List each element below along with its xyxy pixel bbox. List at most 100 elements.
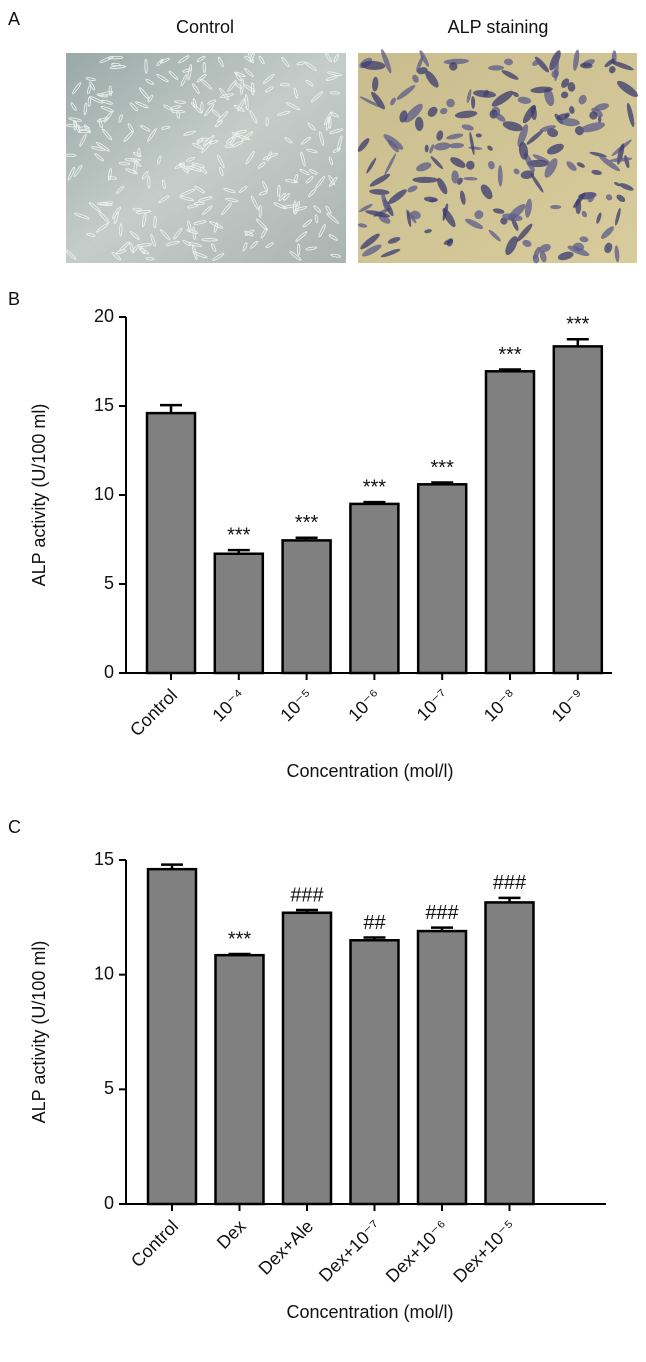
cell	[173, 227, 183, 240]
y-tick-label: 5	[104, 1078, 114, 1098]
cell	[192, 142, 203, 150]
stain	[423, 196, 438, 203]
cell	[101, 128, 113, 141]
stain	[610, 60, 634, 71]
cell	[328, 156, 334, 166]
cell	[213, 222, 219, 233]
cell	[258, 190, 268, 196]
cell	[182, 239, 192, 247]
stain	[559, 118, 580, 127]
cell	[305, 176, 314, 184]
stain	[613, 181, 621, 187]
micrograph	[358, 53, 637, 263]
cell	[293, 87, 299, 99]
cell	[111, 251, 122, 261]
stain	[576, 162, 585, 168]
x-tick-label: 10⁻⁷	[413, 685, 453, 725]
bar	[145, 411, 197, 675]
stain	[450, 157, 466, 168]
cell	[196, 73, 207, 83]
cell	[242, 242, 248, 252]
stain	[579, 236, 589, 243]
x-tick-label: Dex+10⁻⁵	[449, 1216, 519, 1286]
cell	[258, 55, 265, 65]
stain	[475, 133, 482, 138]
cell	[281, 56, 290, 68]
cell	[159, 229, 171, 241]
stain	[416, 55, 424, 72]
bar	[349, 502, 400, 675]
y-tick-label: 0	[104, 1193, 114, 1213]
cell	[163, 104, 173, 111]
cell	[68, 117, 82, 122]
cell	[133, 159, 138, 174]
stain	[365, 210, 391, 218]
stain	[522, 239, 532, 247]
stain	[381, 49, 392, 74]
cell	[170, 105, 182, 110]
stain	[433, 142, 451, 151]
annotation: ***	[295, 512, 319, 534]
cell	[118, 161, 131, 166]
cell	[235, 130, 248, 134]
stain	[390, 97, 396, 106]
cell	[212, 253, 225, 261]
stain	[567, 245, 590, 257]
cell	[326, 212, 340, 224]
stain	[446, 238, 454, 247]
cell	[96, 222, 109, 233]
cell	[144, 58, 148, 74]
cell	[200, 78, 213, 90]
cell	[141, 171, 149, 180]
cell	[289, 251, 302, 261]
cell	[325, 75, 338, 81]
x-tick-label: 10⁻⁸	[480, 685, 520, 725]
cell	[201, 238, 218, 242]
annotation: ###	[290, 884, 324, 906]
cell	[186, 164, 195, 172]
cell	[244, 230, 254, 237]
annotation: ###	[425, 902, 459, 924]
cell	[208, 139, 219, 145]
panel-label: B	[8, 289, 20, 309]
cell	[250, 195, 259, 211]
stain	[554, 55, 559, 82]
x-tick-label: 10⁻⁵	[276, 685, 316, 725]
cell	[193, 201, 205, 206]
stain	[517, 96, 532, 104]
stain	[597, 115, 602, 123]
cell	[159, 57, 170, 64]
stain	[449, 142, 465, 149]
cell	[113, 211, 119, 225]
cell	[130, 231, 140, 241]
x-tick-label: Dex+10⁻⁷	[315, 1216, 385, 1286]
cell	[305, 79, 314, 87]
cell	[308, 169, 318, 175]
y-axis-label: ALP activity (U/100 ml)	[29, 404, 49, 587]
bar	[349, 939, 400, 1206]
cell	[98, 118, 103, 128]
annotation: ***	[498, 344, 522, 366]
stain	[407, 185, 418, 193]
cell	[142, 212, 147, 228]
cell	[302, 219, 313, 228]
stain	[492, 208, 505, 214]
stain	[587, 192, 595, 203]
cell	[214, 120, 223, 128]
y-tick-label: 15	[94, 395, 114, 415]
cell	[83, 102, 88, 116]
stain	[412, 74, 419, 83]
stain	[532, 59, 541, 66]
x-tick-label: 10⁻⁶	[344, 685, 384, 725]
annotation: ***	[431, 457, 455, 479]
bar	[214, 953, 265, 1206]
stain	[616, 194, 626, 203]
stain	[580, 62, 593, 69]
cell	[133, 152, 142, 157]
stain	[465, 218, 484, 230]
stain	[381, 190, 388, 212]
cell	[293, 174, 299, 183]
stain	[566, 161, 577, 171]
bar	[146, 867, 198, 1206]
